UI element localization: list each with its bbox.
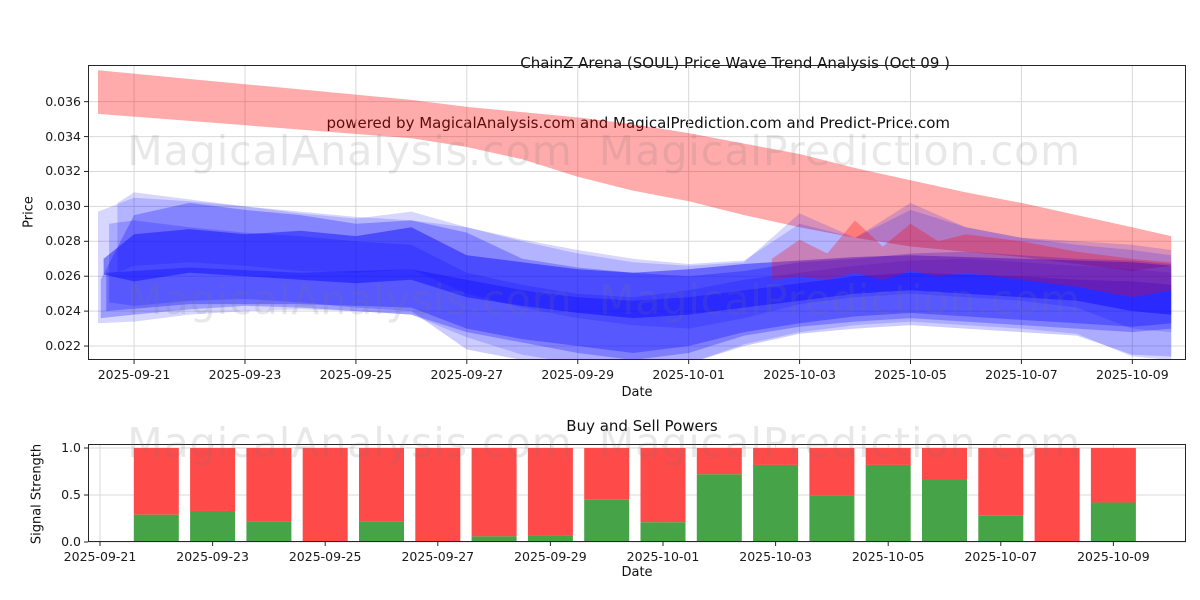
date-axis-label-top: Date xyxy=(621,385,653,400)
buy-bar xyxy=(640,522,686,542)
buy-bar xyxy=(809,495,855,542)
x-tick-label: 2025-10-05 xyxy=(851,549,925,564)
y-tick-label: 0.0 xyxy=(61,534,81,549)
x-tick-label: 2025-09-23 xyxy=(208,367,282,382)
buy-sell-powers-title: Buy and Sell Powers xyxy=(566,417,718,435)
buy-bar xyxy=(246,521,292,542)
plot-frame xyxy=(88,444,1186,542)
x-tick-label: 2025-10-01 xyxy=(626,549,700,564)
sell-bar xyxy=(246,448,292,522)
chart-suptitle: ChainZ Arena (SOUL) Price Wave Trend Ana… xyxy=(327,13,951,173)
sell-bar xyxy=(584,448,630,500)
sell-bar xyxy=(640,448,686,523)
x-tick-label: 2025-09-21 xyxy=(63,549,137,564)
x-tick-label: 2025-10-07 xyxy=(985,367,1058,382)
x-tick-label: 2025-09-27 xyxy=(401,549,475,564)
y-tick-label: 0.034 xyxy=(45,128,81,144)
buy-band-dip xyxy=(109,220,1172,360)
buy-bar xyxy=(1090,502,1136,542)
x-tick-label: 2025-09-25 xyxy=(288,549,362,564)
buy-bar xyxy=(584,499,630,542)
sell-trend-band-overlap xyxy=(771,220,1172,298)
sell-bar xyxy=(133,448,179,515)
sell-bar xyxy=(527,448,573,536)
buy-band-mid xyxy=(100,202,1172,360)
x-tick-label: 2025-09-27 xyxy=(430,367,504,382)
y-tick-label: 0.024 xyxy=(45,303,81,319)
y-tick-label: 0.030 xyxy=(45,198,81,214)
buy-bar xyxy=(978,515,1024,542)
buy-bar xyxy=(527,535,573,542)
x-tick-label: 2025-09-21 xyxy=(97,367,171,382)
sell-bar xyxy=(865,448,911,465)
sell-bar xyxy=(696,448,742,475)
sell-bar xyxy=(471,448,517,537)
buy-bar xyxy=(471,536,517,542)
sell-bar xyxy=(922,448,967,480)
y-tick-label: 0.022 xyxy=(45,338,81,354)
x-tick-label: 2025-09-25 xyxy=(319,367,393,382)
plot-frame xyxy=(88,65,1186,360)
buy-band-core xyxy=(103,227,1172,319)
sell-bar xyxy=(1034,448,1080,542)
buy-bar xyxy=(865,464,911,542)
date-axis-label-bottom: Date xyxy=(621,565,653,580)
sell-bar xyxy=(302,448,348,542)
x-tick-label: 2025-10-03 xyxy=(763,367,836,382)
sell-bar xyxy=(1090,448,1136,503)
sell-bar xyxy=(415,448,461,542)
y-tick-label: 0.5 xyxy=(61,487,81,502)
buy-bar xyxy=(190,510,236,542)
suptitle-line2: powered by MagicalAnalysis.com and Magic… xyxy=(326,114,951,132)
x-tick-label: 2025-09-23 xyxy=(176,549,249,564)
buy-band-upper xyxy=(117,192,1172,333)
x-tick-label: 2025-09-29 xyxy=(541,367,615,382)
buy-bar xyxy=(922,479,967,542)
y-tick-label: 1.0 xyxy=(61,440,81,455)
y-tick-label: 0.032 xyxy=(45,163,81,179)
sell-bar xyxy=(753,448,799,465)
buy-bar xyxy=(359,521,404,542)
buy-bar xyxy=(133,514,179,542)
sell-bar xyxy=(359,448,404,522)
sell-bar xyxy=(190,448,236,511)
y-tick-label: 0.028 xyxy=(45,233,81,249)
x-tick-label: 2025-10-09 xyxy=(1096,367,1169,382)
x-tick-label: 2025-10-03 xyxy=(739,549,812,564)
buy-bar xyxy=(696,474,742,542)
sell-bar xyxy=(809,448,855,496)
y-tick-label: 0.026 xyxy=(45,268,81,284)
buy-band-inner xyxy=(106,267,1172,353)
sell-trend-band xyxy=(98,70,1172,271)
x-tick-label: 2025-10-01 xyxy=(652,367,725,382)
buy-bar xyxy=(753,464,799,542)
x-tick-label: 2025-10-07 xyxy=(964,549,1038,564)
buy-band-outer xyxy=(98,197,1172,360)
y-tick-label: 0.036 xyxy=(45,93,81,109)
x-tick-label: 2025-10-05 xyxy=(874,367,947,382)
x-tick-label: 2025-10-09 xyxy=(1077,549,1150,564)
sell-bar xyxy=(978,448,1024,516)
x-tick-label: 2025-09-29 xyxy=(514,549,587,564)
suptitle-line1: ChainZ Arena (SOUL) Price Wave Trend Ana… xyxy=(520,54,950,72)
